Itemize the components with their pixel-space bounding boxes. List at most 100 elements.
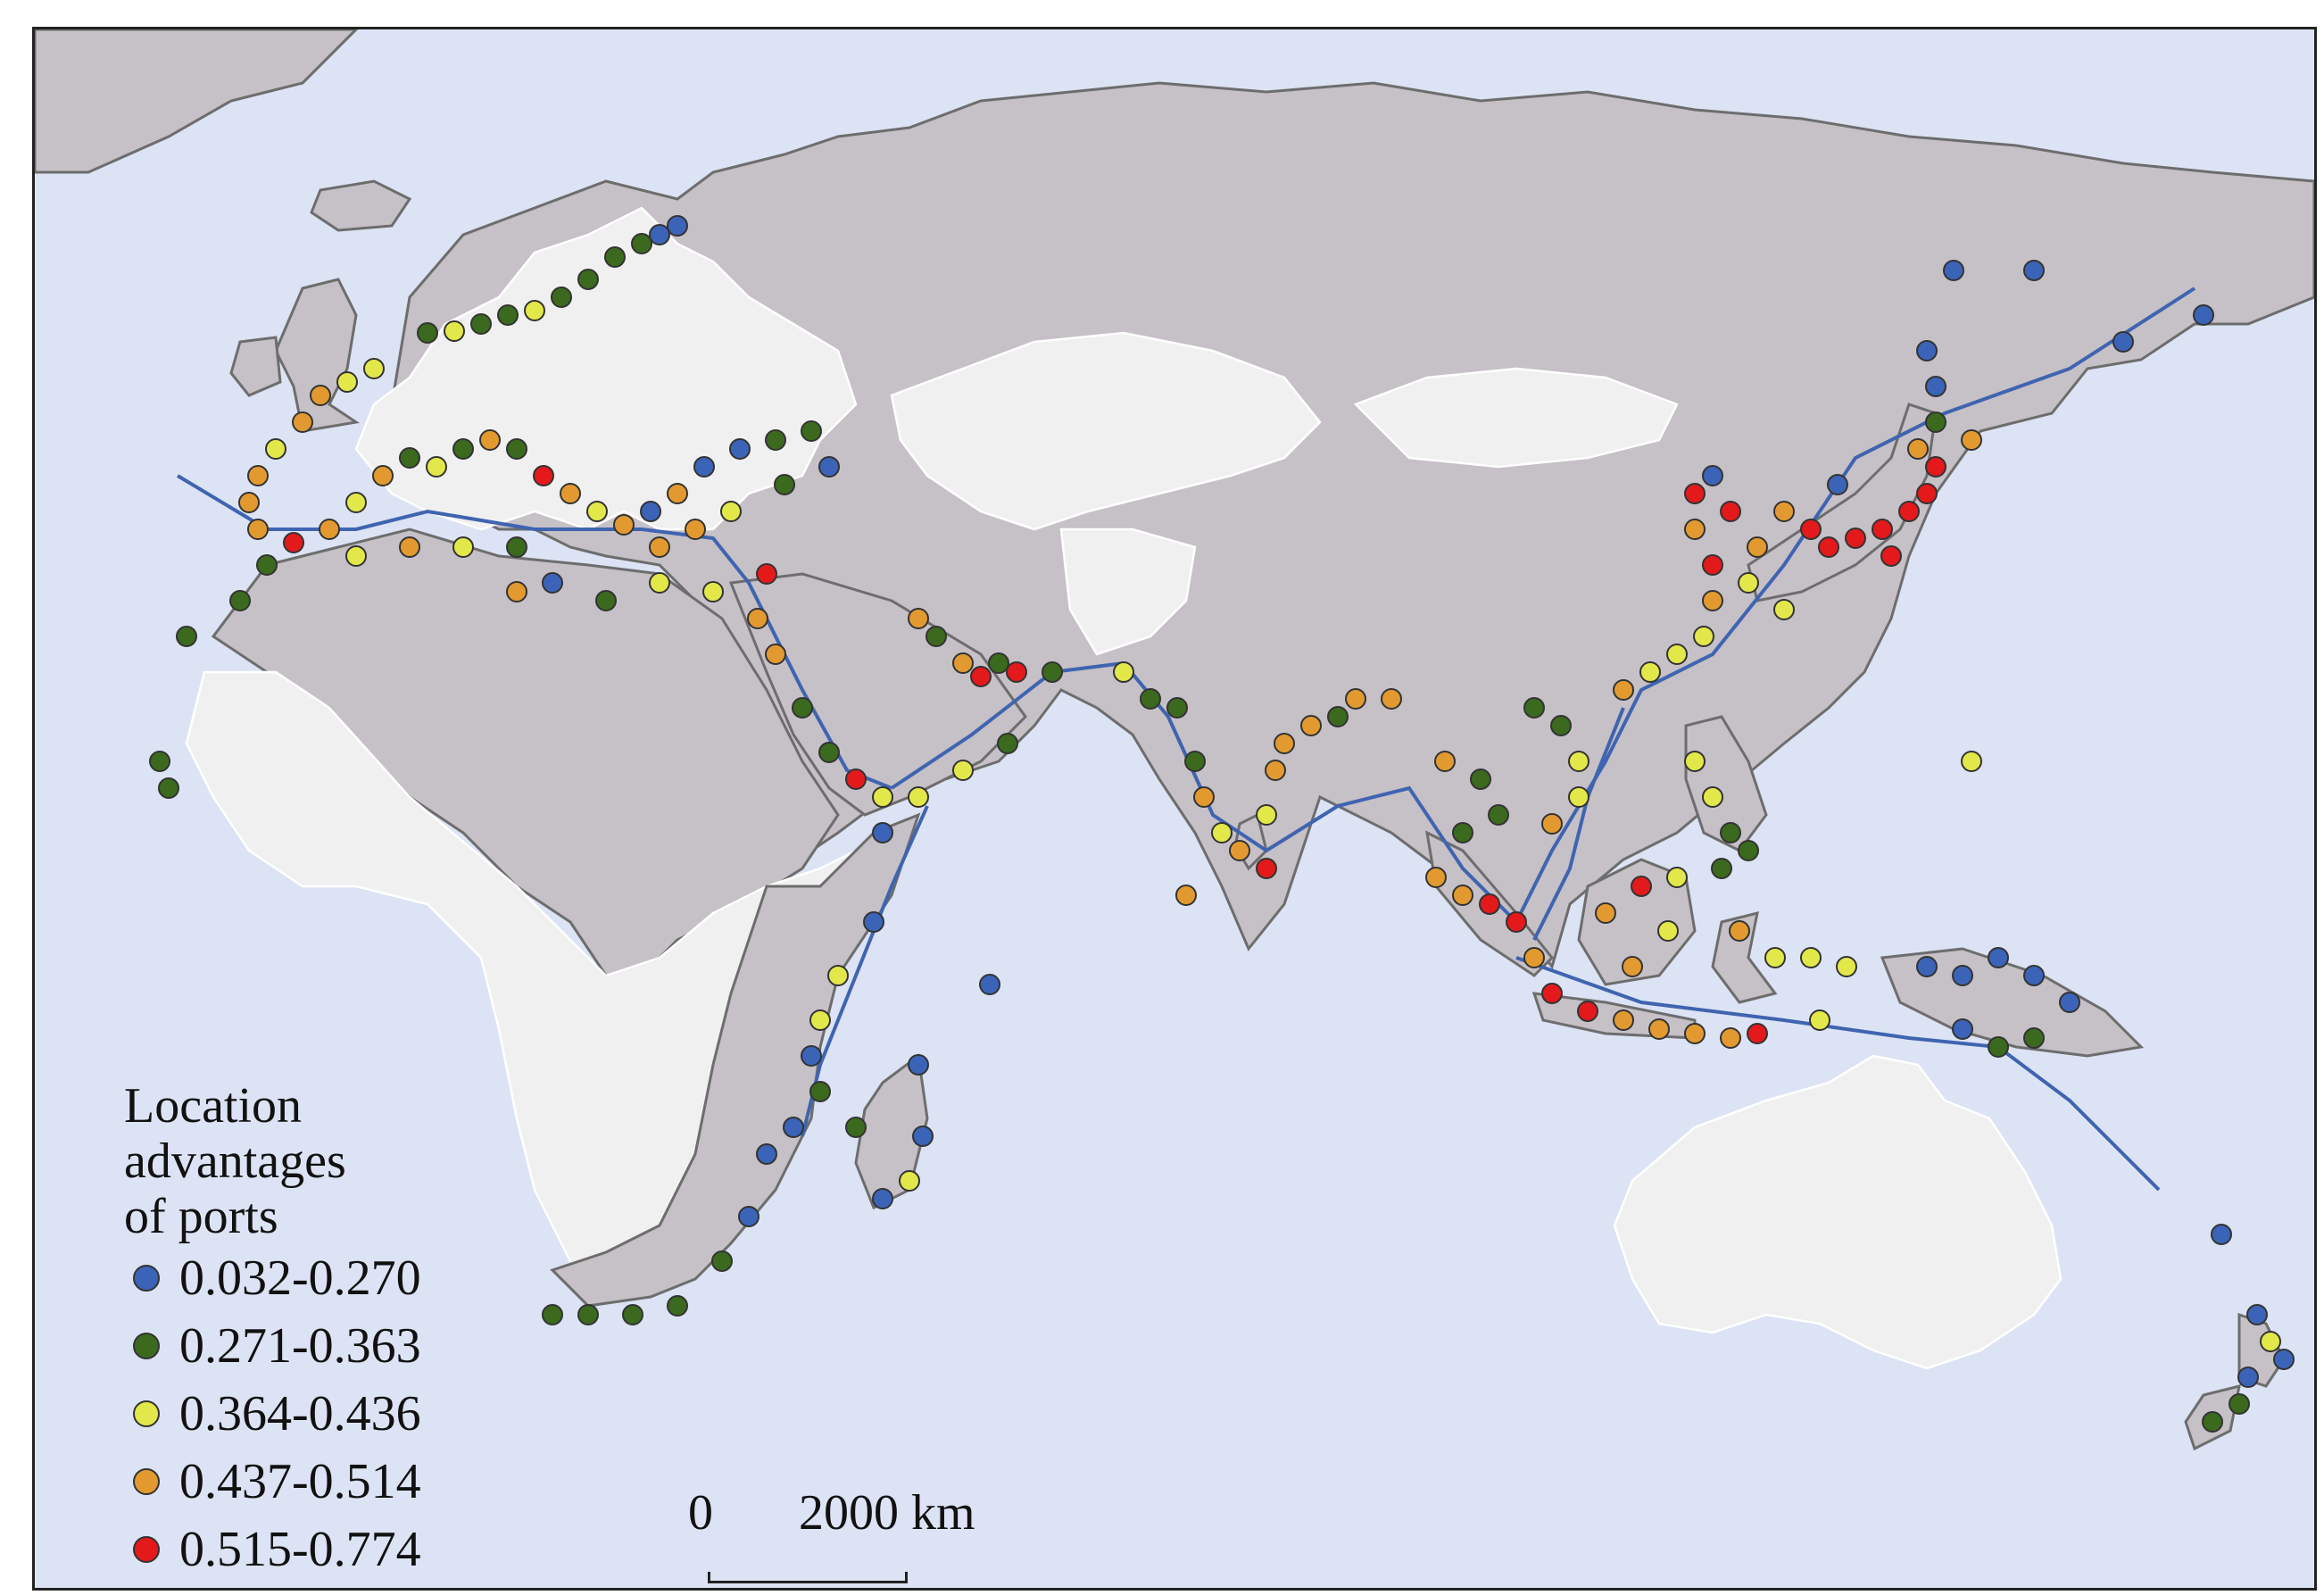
port-marker bbox=[372, 465, 394, 486]
port-marker bbox=[1568, 751, 1589, 772]
port-marker bbox=[2059, 992, 2080, 1013]
port-marker bbox=[1952, 965, 1973, 986]
port-marker bbox=[1274, 733, 1295, 754]
port-marker bbox=[649, 224, 670, 245]
port-marker bbox=[1175, 885, 1197, 906]
port-marker bbox=[970, 666, 992, 687]
scale-bar-end-label: 2000 km bbox=[799, 1485, 975, 1541]
port-marker bbox=[2211, 1224, 2232, 1245]
port-marker bbox=[1006, 661, 1027, 683]
port-marker bbox=[506, 438, 527, 460]
port-marker bbox=[1541, 983, 1563, 1004]
port-marker bbox=[925, 626, 947, 647]
port-marker bbox=[1702, 465, 1723, 486]
port-marker bbox=[997, 733, 1018, 754]
port-marker bbox=[631, 233, 652, 254]
port-marker bbox=[2229, 1393, 2250, 1415]
port-marker bbox=[1961, 429, 1982, 451]
ireland-landmass bbox=[229, 336, 282, 397]
port-marker bbox=[1702, 590, 1723, 611]
port-marker bbox=[247, 465, 269, 486]
legend-title-line: advantages bbox=[124, 1134, 346, 1189]
port-marker bbox=[1845, 528, 1866, 549]
port-marker bbox=[229, 590, 251, 611]
port-marker bbox=[1648, 1018, 1670, 1040]
port-marker bbox=[1434, 751, 1456, 772]
legend-item: 0.515-0.774 bbox=[124, 1516, 499, 1583]
port-marker bbox=[1738, 572, 1759, 594]
port-marker bbox=[1256, 858, 1277, 879]
port-marker bbox=[1773, 599, 1795, 620]
port-marker bbox=[1657, 920, 1679, 942]
port-markers bbox=[149, 215, 2295, 1433]
maritime-route-indonesia-australia bbox=[1515, 956, 2161, 1192]
legend-item: 0.437-0.514 bbox=[124, 1448, 499, 1516]
port-marker bbox=[1916, 956, 1938, 977]
port-marker bbox=[1684, 751, 1706, 772]
port-marker bbox=[1577, 1001, 1598, 1022]
port-marker bbox=[542, 572, 563, 594]
port-marker bbox=[470, 313, 492, 335]
japan-landmass bbox=[1747, 403, 1938, 602]
port-marker bbox=[292, 411, 313, 433]
australia-landmass bbox=[1613, 1054, 2063, 1370]
port-marker bbox=[1693, 626, 1714, 647]
port-marker bbox=[640, 501, 661, 522]
port-marker bbox=[2023, 965, 2045, 986]
port-marker bbox=[863, 911, 884, 933]
port-marker bbox=[1345, 688, 1366, 710]
port-marker bbox=[444, 320, 465, 342]
legend-swatch bbox=[133, 1536, 160, 1563]
port-marker bbox=[738, 1206, 759, 1227]
port-marker bbox=[577, 269, 599, 290]
scale-bar-line bbox=[708, 1572, 908, 1583]
port-marker bbox=[908, 1054, 929, 1076]
port-marker bbox=[1595, 902, 1616, 924]
port-marker bbox=[1925, 411, 1946, 433]
port-marker bbox=[1684, 519, 1706, 540]
port-marker bbox=[1827, 474, 1848, 495]
port-marker bbox=[1729, 920, 1750, 942]
legend-swatch bbox=[133, 1400, 160, 1427]
port-marker bbox=[979, 974, 1000, 995]
port-marker bbox=[711, 1250, 733, 1272]
port-marker bbox=[1747, 1023, 1768, 1044]
port-marker bbox=[479, 429, 501, 451]
port-marker bbox=[363, 358, 385, 379]
port-marker bbox=[506, 536, 527, 558]
port-marker bbox=[595, 590, 617, 611]
port-marker bbox=[2202, 1411, 2223, 1433]
port-marker bbox=[524, 300, 545, 321]
port-marker bbox=[1738, 840, 1759, 861]
port-marker bbox=[1042, 661, 1063, 683]
port-marker bbox=[1916, 483, 1938, 504]
port-marker bbox=[756, 1143, 777, 1165]
port-marker bbox=[399, 447, 420, 469]
legend-title: Location advantages of ports bbox=[124, 1078, 499, 1244]
legend: Location advantages of ports 0.032-0.270… bbox=[124, 1078, 499, 1583]
mainland-se-asia-landmass bbox=[1059, 528, 1197, 656]
legend-label: 0.364-0.436 bbox=[179, 1386, 421, 1441]
port-marker bbox=[1898, 501, 1920, 522]
port-marker bbox=[1702, 554, 1723, 576]
port-marker bbox=[1666, 644, 1688, 665]
legend-item: 0.271-0.363 bbox=[124, 1312, 499, 1380]
port-marker bbox=[345, 492, 367, 513]
port-marker bbox=[1184, 751, 1206, 772]
port-marker bbox=[1925, 376, 1946, 397]
port-marker bbox=[283, 532, 304, 553]
port-marker bbox=[1479, 893, 1500, 915]
port-marker bbox=[649, 572, 670, 594]
port-marker bbox=[908, 786, 929, 808]
scale-bar: 0 2000 km bbox=[686, 1484, 975, 1588]
port-marker bbox=[1506, 911, 1527, 933]
port-marker bbox=[792, 697, 813, 719]
port-marker bbox=[872, 1188, 893, 1209]
iceland-landmass bbox=[310, 179, 412, 232]
port-marker bbox=[506, 581, 527, 602]
port-marker bbox=[1193, 786, 1215, 808]
port-marker bbox=[542, 1304, 563, 1325]
port-marker bbox=[765, 644, 786, 665]
port-marker bbox=[2023, 1027, 2045, 1049]
philippines-landmass bbox=[1684, 715, 1768, 852]
